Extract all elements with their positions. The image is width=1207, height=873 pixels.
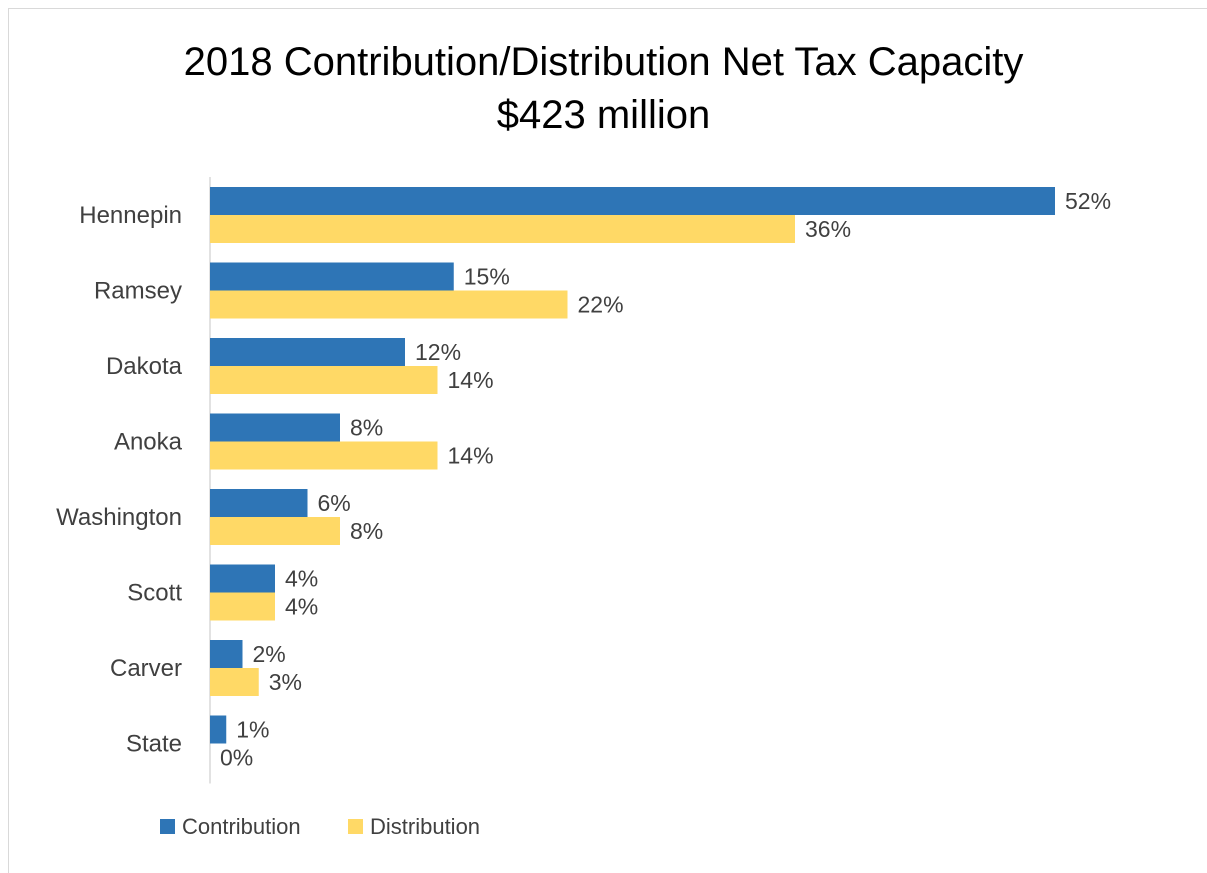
category-label: Ramsey — [94, 278, 182, 305]
bar-distribution — [210, 517, 340, 545]
category-label: Anoka — [114, 429, 183, 456]
data-label-contribution: 4% — [285, 566, 318, 592]
legend-label-contribution: Contribution — [182, 814, 301, 839]
category-label: Washington — [56, 504, 182, 531]
data-label-contribution: 1% — [236, 717, 269, 743]
bar-contribution — [210, 338, 405, 366]
category-label: Scott — [127, 580, 182, 607]
bar-distribution — [210, 215, 795, 243]
category-label: State — [126, 731, 182, 758]
data-label-contribution: 12% — [415, 339, 461, 365]
bar-distribution — [210, 592, 275, 621]
data-label-distribution: 14% — [448, 367, 494, 393]
data-label-contribution: 8% — [350, 415, 383, 441]
bar-contribution — [210, 187, 1055, 215]
data-label-contribution: 15% — [464, 264, 510, 290]
bar-distribution — [210, 366, 438, 394]
legend-label-distribution: Distribution — [370, 814, 480, 839]
bar-distribution — [210, 668, 259, 696]
data-label-distribution: 3% — [269, 669, 302, 695]
data-label-distribution: 0% — [220, 745, 253, 771]
data-label-distribution: 4% — [285, 594, 318, 620]
bar-contribution — [210, 564, 275, 593]
category-label: Hennepin — [79, 202, 182, 229]
data-label-distribution: 36% — [805, 216, 851, 242]
data-label-distribution: 14% — [448, 443, 494, 469]
chart-frame — [8, 8, 1207, 873]
bar-contribution — [210, 262, 454, 291]
chart-title-block: 2018 Contribution/Distribution Net Tax C… — [0, 36, 1207, 142]
bar-contribution — [210, 640, 243, 668]
bar-distribution — [210, 290, 568, 319]
data-label-distribution: 8% — [350, 518, 383, 544]
category-label: Carver — [110, 655, 182, 682]
chart-title: 2018 Contribution/Distribution Net Tax C… — [183, 40, 1024, 84]
legend-swatch-contribution — [160, 819, 175, 834]
category-label: Dakota — [106, 353, 183, 380]
bar-distribution — [210, 441, 438, 470]
bar-contribution — [210, 715, 227, 744]
legend-swatch-distribution — [348, 819, 363, 834]
chart-subtitle: $423 million — [496, 93, 711, 137]
data-label-contribution: 52% — [1065, 188, 1111, 214]
bar-contribution — [210, 413, 340, 442]
bar-contribution — [210, 489, 308, 517]
data-label-contribution: 2% — [253, 641, 286, 667]
data-label-contribution: 6% — [318, 490, 351, 516]
data-label-distribution: 22% — [578, 292, 624, 318]
